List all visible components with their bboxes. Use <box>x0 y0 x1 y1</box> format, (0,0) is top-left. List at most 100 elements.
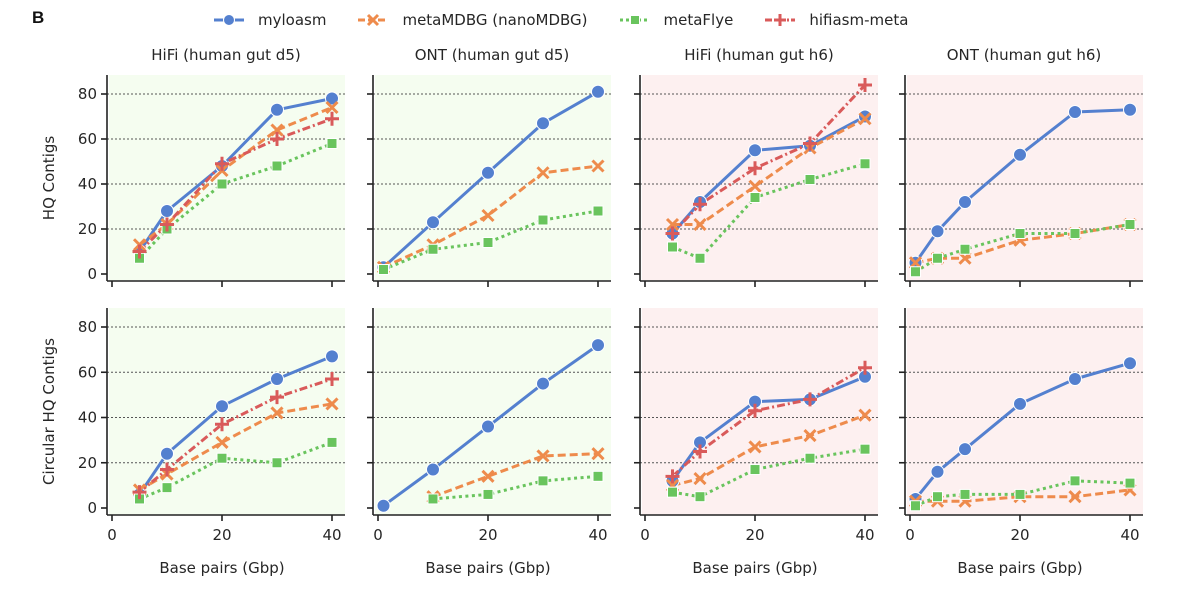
legend-swatch-x-icon <box>358 13 389 27</box>
data-point-metaflye <box>216 452 228 464</box>
series-line-hifiasm-meta <box>671 366 866 478</box>
series-line-metamdbg <box>382 164 599 269</box>
data-point-metaflye <box>592 205 604 217</box>
data-point-hifiasm-meta <box>132 485 147 500</box>
series-line-hifiasm-meta <box>671 83 867 235</box>
data-point-hifiasm-meta <box>215 417 229 432</box>
x-axis-label: Base pairs (Gbp) <box>425 559 550 577</box>
data-point-metaflye <box>910 266 921 278</box>
data-point-metamdbg <box>858 112 872 126</box>
data-point-metamdbg <box>325 397 339 411</box>
subplot-background <box>907 75 1143 281</box>
series-line-metamdbg <box>432 452 599 499</box>
data-point-metamdbg <box>215 435 229 449</box>
y-tick-label: 80 <box>78 85 97 103</box>
data-point-hifiasm-meta <box>160 217 174 232</box>
data-point-metaflye <box>749 464 761 476</box>
data-point-metaflye <box>694 491 706 503</box>
data-point-metamdbg <box>325 100 339 115</box>
data-point-myloasm <box>1068 372 1082 387</box>
data-point-myloasm <box>215 399 229 414</box>
data-point-metaflye <box>537 214 549 226</box>
x-tick-label: 0 <box>640 526 650 544</box>
legend-label: hifiasm-meta <box>809 11 909 29</box>
x-tick-label: 0 <box>373 526 383 544</box>
y-tick-label: 60 <box>78 363 97 381</box>
data-point-hifiasm-meta <box>665 226 680 241</box>
data-point-myloasm <box>481 419 495 434</box>
data-point-myloasm <box>1013 396 1027 411</box>
data-point-hifiasm-meta <box>803 392 817 407</box>
legend-item-metamdbg: metaMDBG (nanoMDBG) <box>356 11 588 29</box>
data-point-metaflye <box>1069 475 1081 487</box>
subplot-8: 0 20 40 Base pairs (Gbp) <box>899 308 1143 577</box>
data-point-hifiasm-meta <box>748 403 762 418</box>
data-point-metaflye <box>859 158 871 170</box>
data-point-myloasm <box>426 462 440 477</box>
data-point-myloasm <box>591 338 605 353</box>
data-point-myloasm <box>930 464 945 479</box>
data-point-metamdbg <box>693 472 707 486</box>
legend-item-myloasm: myloasm <box>212 11 326 29</box>
subplot-title: HiFi (human gut h6) <box>684 46 833 64</box>
data-point-metamdbg <box>270 406 284 420</box>
data-point-metaflye <box>427 243 439 255</box>
y-tick-label: 0 <box>87 265 97 283</box>
data-point-metamdbg <box>748 440 762 454</box>
data-point-metaflye <box>427 493 439 505</box>
legend-swatch-square-icon <box>619 15 650 25</box>
data-point-myloasm <box>536 116 550 131</box>
series-line-metaflye <box>432 474 599 501</box>
y-axis-label: Circular HQ Contigs <box>40 338 58 485</box>
data-point-metaflye <box>932 491 943 503</box>
data-point-hifiasm-meta <box>858 78 872 92</box>
data-point-metamdbg <box>1068 490 1082 504</box>
subplot-3: HiFi (human gut h6) <box>634 46 878 287</box>
data-point-myloasm <box>270 372 284 387</box>
legend-item-metaflye: metaFlye <box>618 11 734 29</box>
data-point-metamdbg <box>748 179 762 193</box>
data-point-myloasm <box>958 442 972 457</box>
data-point-hifiasm-meta <box>132 244 147 259</box>
subplot-title: ONT (human gut h6) <box>947 46 1101 64</box>
data-point-hifiasm-meta <box>748 161 762 176</box>
x-tick-label: 20 <box>745 526 764 544</box>
data-point-hifiasm-meta <box>270 132 284 146</box>
data-point-hifiasm-meta <box>270 390 284 405</box>
data-point-metaflye <box>859 443 871 455</box>
subplot-5: 0 20 40 60 80 0 20 40 Base pairs (Gbp) Circular H… <box>40 308 345 577</box>
data-point-myloasm <box>481 165 495 180</box>
data-point-metaflye <box>271 160 283 172</box>
data-point-myloasm <box>1123 102 1137 117</box>
legend-label: metaMDBG (nanoMDBG) <box>402 11 588 29</box>
data-point-metaflye <box>326 138 338 149</box>
data-point-myloasm <box>160 446 174 461</box>
data-point-metaflye <box>482 237 494 248</box>
x-tick-label: 40 <box>1120 526 1139 544</box>
subplot-background <box>907 308 1143 515</box>
legend-swatch-circle-icon <box>214 14 244 26</box>
data-point-hifiasm-meta <box>665 469 680 484</box>
x-tick-label: 20 <box>212 526 231 544</box>
data-point-metaflye <box>910 500 921 512</box>
legend: myloasm metaMDBG (nanoMDBG) metaFlye hif… <box>212 8 938 32</box>
legend-label: myloasm <box>258 11 327 29</box>
data-point-metamdbg <box>536 449 550 463</box>
y-tick-label: 20 <box>78 454 97 472</box>
subplot-title: ONT (human gut d5) <box>415 46 570 64</box>
data-point-myloasm <box>325 91 339 106</box>
subplot-title: HiFi (human gut d5) <box>151 46 300 64</box>
data-point-metamdbg <box>481 208 495 223</box>
figure-panel-label: B <box>32 8 45 27</box>
data-point-hifiasm-meta <box>693 197 707 212</box>
data-point-metaflye <box>1124 477 1136 489</box>
x-tick-label: 20 <box>1010 526 1029 544</box>
y-tick-label: 60 <box>78 130 97 148</box>
subplot-background <box>642 75 878 281</box>
data-point-metaflye <box>1069 228 1081 239</box>
data-point-myloasm <box>958 195 972 209</box>
data-point-metaflye <box>537 475 549 487</box>
legend-label: metaFlye <box>663 11 734 29</box>
data-point-metaflye <box>667 486 678 498</box>
data-point-metaflye <box>694 252 706 264</box>
